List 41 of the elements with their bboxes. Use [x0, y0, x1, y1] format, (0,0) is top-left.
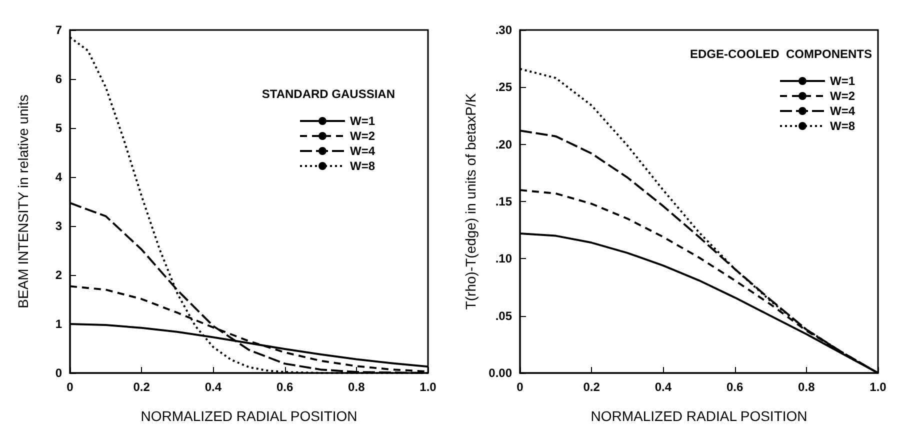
y-tick-label: 5: [55, 121, 62, 135]
y-tick-label: .15: [495, 194, 512, 208]
y-tick-label: 6: [55, 72, 62, 86]
x-tick-label: 0.4: [204, 380, 222, 394]
x-tick-label: 0.6: [726, 380, 744, 394]
x-tick-label: 1.0: [420, 380, 437, 394]
x-tick-label: 0.4: [654, 380, 672, 394]
legend-label: W=2: [350, 129, 376, 143]
y-tick-label: .30: [495, 23, 512, 37]
legend-label: W=8: [350, 159, 376, 173]
x-tick-label: 0.2: [133, 380, 150, 394]
legend-label: W=1: [830, 74, 856, 88]
y-axis-title: BEAM INTENSITY in relative units: [15, 94, 31, 308]
y-tick-label: 0: [55, 366, 62, 380]
y-tick-label: 3: [55, 219, 62, 233]
x-axis-title: NORMALIZED RADIAL POSITION: [590, 408, 808, 424]
x-tick-label: 0.6: [276, 380, 294, 394]
legend-label: W=2: [830, 89, 856, 103]
x-tick-label: 0.8: [798, 380, 816, 394]
x-tick-label: 0: [66, 380, 74, 394]
x-tick-label: 1.0: [870, 380, 887, 394]
y-tick-label: 0.00: [488, 366, 512, 380]
y-tick-label: 7: [55, 23, 62, 37]
y-tick-label: .05: [495, 308, 512, 323]
x-tick-label: 0.2: [583, 380, 600, 394]
x-tick-label: 0.8: [348, 380, 366, 394]
legend-title: STANDARD GAUSSIAN: [262, 87, 396, 101]
y-tick-label: 4: [55, 170, 62, 184]
y-tick-label: .20: [495, 137, 512, 152]
legend-label: W=8: [830, 119, 856, 133]
y-tick-label: .25: [495, 80, 512, 94]
y-tick-label: .10: [495, 252, 512, 266]
y-tick-label: 2: [55, 268, 62, 282]
y-axis-title: T(rho)-T(edge) in units of betaxP/K: [462, 92, 479, 310]
x-tick-label: 0: [516, 380, 524, 394]
legend-label: W=4: [830, 104, 856, 118]
legend-label: W=4: [350, 144, 376, 158]
x-axis-title: NORMALIZED RADIAL POSITION: [140, 408, 358, 424]
legend-label: W=1: [350, 114, 376, 128]
y-tick-label: 1: [55, 317, 62, 331]
legend-title: EDGE-COOLED COMPONENTS: [690, 47, 872, 61]
